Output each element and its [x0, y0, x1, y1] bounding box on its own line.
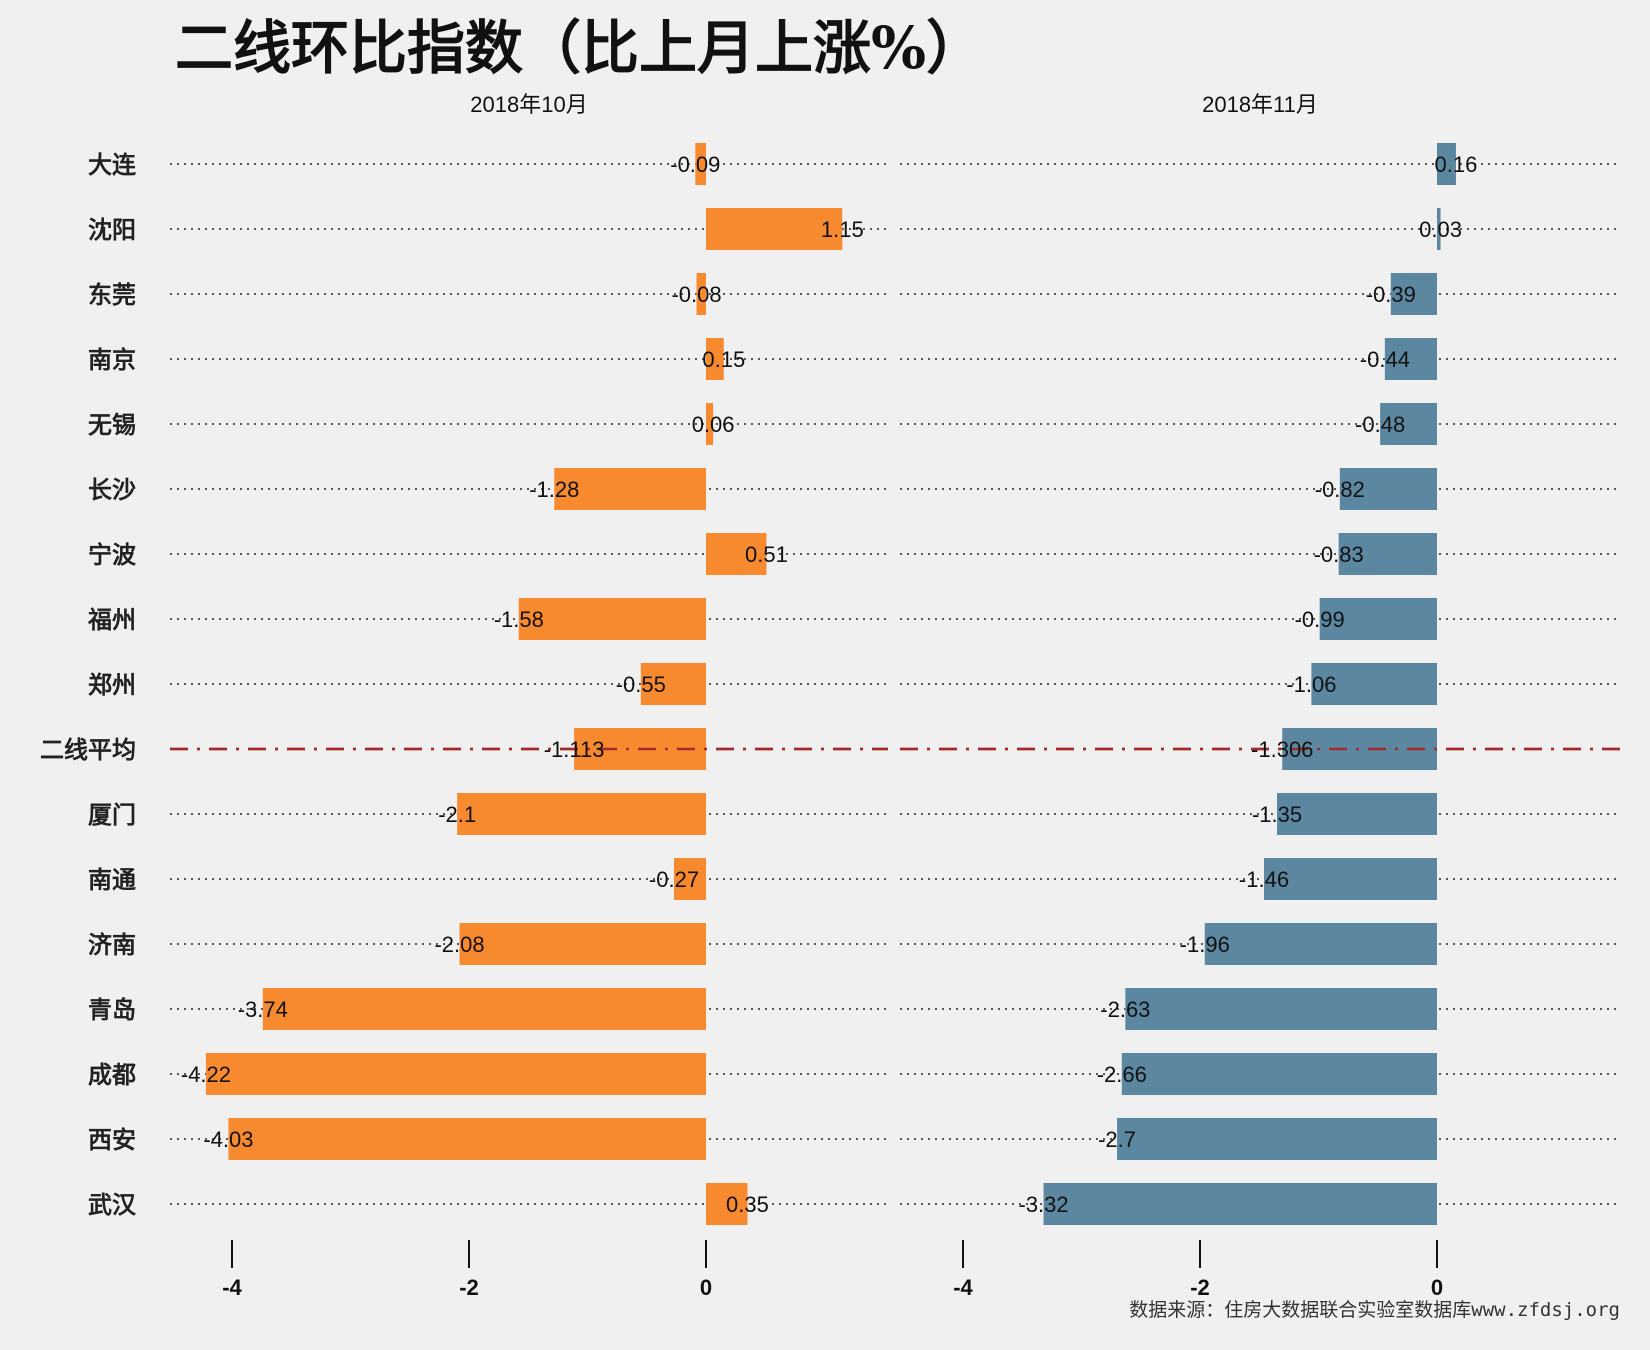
bar: [1263, 858, 1437, 900]
bar: [205, 1053, 706, 1095]
category-label: 大连: [88, 150, 137, 179]
bar: [706, 208, 843, 250]
data-label: 0.51: [745, 542, 788, 567]
category-label: 二线平均: [40, 735, 136, 764]
bar: [696, 273, 706, 315]
bar: [262, 988, 706, 1030]
category-label: 厦门: [88, 800, 136, 829]
data-label: 1.15: [821, 217, 864, 242]
category-label: 无锡: [88, 410, 136, 439]
data-label: -0.55: [616, 672, 666, 697]
data-label: -2.7: [1098, 1127, 1136, 1152]
panel-title: 2018年11月: [1202, 92, 1318, 117]
category-label: 西安: [88, 1125, 136, 1154]
data-label: -0.27: [649, 867, 699, 892]
category-label: 南京: [88, 345, 136, 374]
data-label: -1.28: [529, 477, 579, 502]
data-label: -2.1: [438, 802, 476, 827]
bar: [459, 923, 706, 965]
category-label: 济南: [88, 930, 136, 959]
category-label: 郑州: [88, 670, 136, 699]
data-label: -1.35: [1252, 802, 1302, 827]
tick-label: -4: [222, 1275, 242, 1300]
data-label: -0.09: [670, 152, 720, 177]
data-label: 0.15: [702, 347, 745, 372]
bar: [695, 143, 706, 185]
data-label: -0.82: [1315, 477, 1365, 502]
data-label: -2.63: [1100, 997, 1150, 1022]
category-label: 武汉: [88, 1190, 137, 1219]
bar: [457, 793, 706, 835]
data-label: -0.99: [1295, 607, 1345, 632]
bar: [1204, 923, 1437, 965]
data-label: -1.58: [494, 607, 544, 632]
bar: [518, 598, 706, 640]
bar: [1437, 208, 1441, 250]
data-label: 0.16: [1435, 152, 1478, 177]
data-label: -0.44: [1360, 347, 1410, 372]
bar: [1390, 273, 1437, 315]
bar: [1437, 143, 1456, 185]
bar: [1311, 663, 1437, 705]
bar: [706, 338, 724, 380]
bar: [1319, 598, 1437, 640]
bar: [1043, 1183, 1437, 1225]
bar: [1380, 403, 1437, 445]
bar: [1338, 533, 1437, 575]
category-label: 青岛: [88, 995, 136, 1024]
data-label: -1.96: [1180, 932, 1230, 957]
source-note: 数据来源：住房大数据联合实验室数据库www.zfdsj.org: [1129, 1299, 1620, 1321]
category-label: 南通: [88, 865, 136, 894]
tick-label: 0: [1431, 1275, 1443, 1300]
data-label: -4.22: [181, 1062, 231, 1087]
data-label: 0.35: [726, 1192, 769, 1217]
bar: [1339, 468, 1437, 510]
data-label: -2.08: [434, 932, 484, 957]
tick-label: 0: [700, 1275, 712, 1300]
category-label: 沈阳: [88, 215, 136, 244]
tick-label: -2: [459, 1275, 479, 1300]
bar: [706, 1183, 748, 1225]
tick-label: -4: [953, 1275, 973, 1300]
category-label: 东莞: [88, 280, 136, 309]
data-label: 0.03: [1419, 217, 1462, 242]
data-label: -0.08: [671, 282, 721, 307]
bar: [554, 468, 706, 510]
data-label: -3.32: [1019, 1192, 1069, 1217]
tick-label: -2: [1190, 1275, 1210, 1300]
bar: [1125, 988, 1437, 1030]
category-label: 宁波: [88, 540, 137, 569]
data-label: -3.74: [238, 997, 288, 1022]
bar: [674, 858, 706, 900]
data-label: -1.46: [1239, 867, 1289, 892]
data-label: -1.113: [544, 737, 605, 762]
bar: [1277, 793, 1437, 835]
bar: [706, 403, 714, 445]
data-label: -2.66: [1097, 1062, 1147, 1087]
data-label: -4.03: [203, 1127, 253, 1152]
data-label: -0.39: [1366, 282, 1416, 307]
category-label: 长沙: [88, 475, 136, 504]
bar: [1384, 338, 1437, 380]
bar: [228, 1118, 706, 1160]
data-label: 0.06: [692, 412, 735, 437]
bar: [1121, 1053, 1437, 1095]
category-label: 福州: [87, 605, 136, 634]
data-label: -1.06: [1286, 672, 1336, 697]
bar: [706, 533, 767, 575]
data-label: -0.48: [1355, 412, 1405, 437]
data-label: -0.83: [1314, 542, 1364, 567]
data-label: -1.306: [1251, 737, 1313, 762]
bar: [640, 663, 706, 705]
category-label: 成都: [88, 1060, 136, 1089]
chart-title: 二线环比指数（比上月上涨%）: [175, 14, 984, 82]
bar: [1117, 1118, 1437, 1160]
panel-title: 2018年10月: [470, 92, 587, 117]
